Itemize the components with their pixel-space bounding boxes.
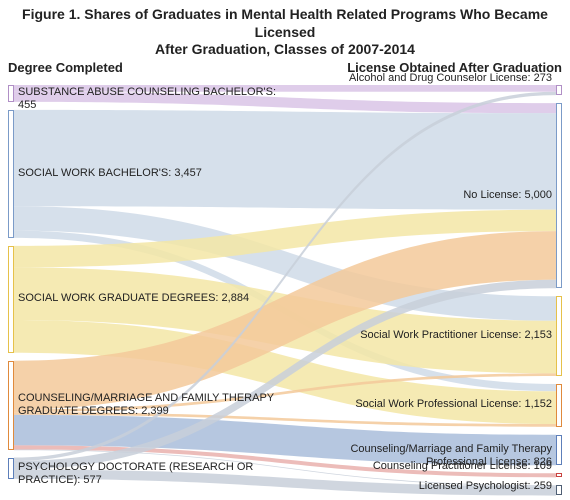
sankey-node-bar (556, 384, 562, 427)
source-node-label: SUBSTANCE ABUSE COUNSELING BACHELOR'S: 4… (18, 86, 278, 112)
sankey-link (14, 267, 556, 373)
sankey-node-bar (556, 296, 562, 376)
sankey-node-bar (8, 458, 14, 479)
target-node-label: Licensed Psychologist: 259 (419, 480, 552, 493)
source-node-label: PSYCHOLOGY DOCTORATE (RESEARCH OR PRACTI… (18, 461, 278, 487)
target-node-label: No License: 5,000 (463, 189, 552, 202)
sankey-node-bar (556, 103, 562, 288)
sankey-node-bar (556, 435, 562, 466)
target-node-label: Social Work Professional License: 1,152 (355, 398, 552, 411)
sankey-node-bar (8, 246, 14, 353)
source-node-label: SOCIAL WORK GRADUATE DEGREES: 2,884 (18, 292, 249, 305)
sankey-node-bar (556, 485, 562, 495)
target-node-label: Social Work Practitioner License: 2,153 (360, 329, 552, 342)
sankey-node-bar (556, 473, 562, 477)
target-node-label: Counseling Practitioner License: 109 (373, 460, 552, 473)
sankey-link (14, 280, 556, 470)
sankey-link (14, 210, 556, 268)
sankey-link (14, 231, 556, 409)
left-column-header: Degree Completed (8, 60, 123, 75)
figure-1-sankey: Figure 1. Shares of Graduates in Mental … (0, 0, 570, 500)
figure-title-line1: Figure 1. Shares of Graduates in Mental … (22, 6, 548, 40)
sankey-node-bar (8, 361, 14, 450)
sankey-node-bar (556, 85, 562, 95)
source-node-label: COUNSELING/MARRIAGE AND FAMILY THERAPY G… (18, 392, 274, 418)
sankey-link (14, 231, 556, 392)
sankey-node-bar (8, 85, 14, 102)
figure-title-line2: After Graduation, Classes of 2007-2014 (155, 41, 415, 57)
target-node-label: Alcohol and Drug Counselor License: 273 (349, 72, 552, 85)
figure-title: Figure 1. Shares of Graduates in Mental … (0, 6, 570, 59)
sankey-node-bar (8, 110, 14, 238)
source-node-label: SOCIAL WORK BACHELOR'S: 3,457 (18, 167, 202, 180)
